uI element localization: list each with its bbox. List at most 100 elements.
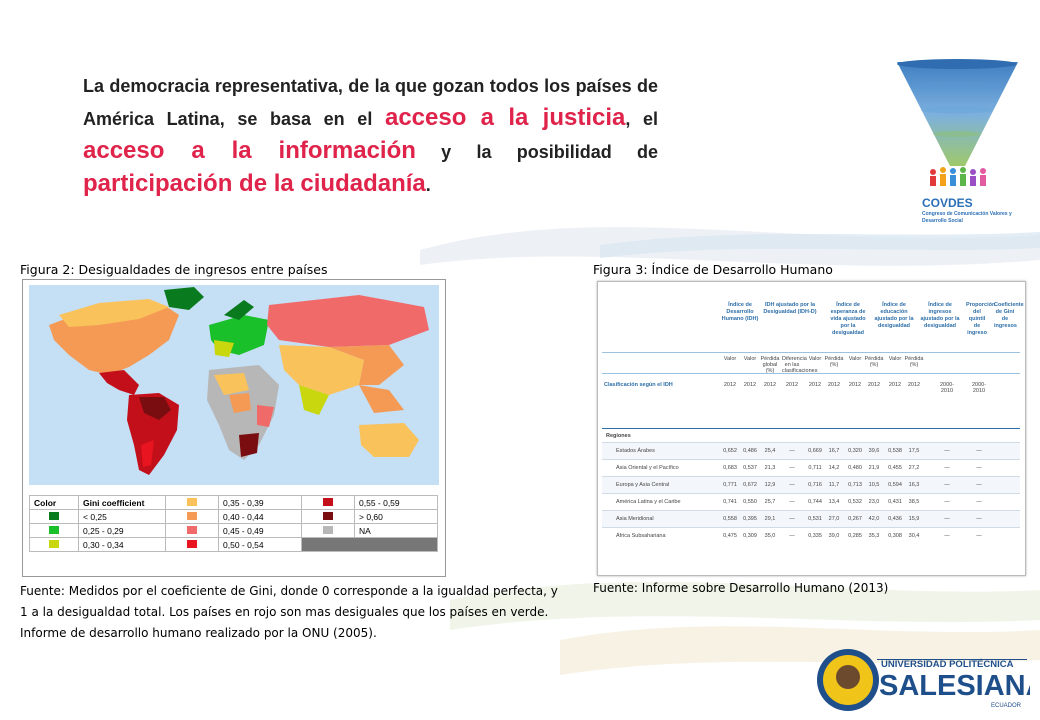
idh-subheader-5: Pérdida (%)	[824, 356, 844, 368]
idh-cell: —	[789, 465, 795, 471]
legend-swatch-4	[187, 511, 197, 520]
idh-cell: —	[789, 516, 795, 522]
legend-range-2: 0,30 - 0,34	[78, 537, 166, 552]
idh-year-0: 2012	[723, 382, 737, 388]
map-ocean	[29, 285, 439, 485]
gini-legend: Color Gini coefficient 0,35 - 0,39 0,55 …	[23, 495, 445, 576]
idh-row-name: África Subsahariana	[616, 533, 666, 539]
idh-cell: 0,320	[848, 448, 862, 454]
covdes-name: COVDES	[922, 196, 973, 210]
legend-swatch-8	[323, 511, 333, 520]
idh-cell: —	[976, 482, 982, 488]
idh-cell: 39,6	[868, 448, 880, 454]
idh-cell: 0,436	[888, 516, 902, 522]
idh-year-6: 2012	[848, 382, 862, 388]
idh-header-0: Índice de Desarrollo Humano (IDH)	[721, 302, 759, 322]
idh-subheader-0: Valor	[723, 356, 737, 362]
idh-row: África Subsahariana 0,475 0,309 35,0 — 0,335 3…	[602, 527, 1020, 544]
idh-cell: 0,531	[808, 516, 822, 522]
idh-subheader-2: Pérdida global (%)	[760, 356, 780, 374]
idh-cell: 0,716	[808, 482, 822, 488]
legend-range-1: 0,25 - 0,29	[78, 523, 166, 538]
idh-cell: —	[944, 465, 950, 471]
idh-cell: 21,3	[764, 465, 776, 471]
idh-row-name: Asia Meridional	[616, 516, 654, 522]
idh-year-4: 2012	[808, 382, 822, 388]
idh-year-7: 2012	[867, 382, 881, 388]
legend-swatch-9	[323, 525, 333, 534]
idh-subheader-1: Valor	[743, 356, 757, 362]
legend-header-color: Color	[29, 495, 79, 510]
ups-logo: UNIVERSIDAD POLITÉCNICA SALESIANA ECUADO…	[817, 649, 1030, 711]
idh-year-5: 2012	[827, 382, 841, 388]
idh-cell: 0,771	[723, 482, 737, 488]
intro-text-4: .	[425, 175, 431, 195]
idh-cell: 0,713	[848, 482, 862, 488]
idh-cell: —	[976, 465, 982, 471]
idh-cell: 21,9	[868, 465, 880, 471]
idh-cell: —	[976, 448, 982, 454]
legend-blank-cell	[301, 537, 438, 552]
idh-cell: —	[789, 533, 795, 539]
idh-cell: 27,0	[828, 516, 840, 522]
legend-range-3: 0,35 - 0,39	[218, 495, 302, 510]
idh-cell: 15,9	[908, 516, 920, 522]
idh-cell: 0,308	[888, 533, 902, 539]
figure3-title: Figura 3: Índice de Desarrollo Humano	[593, 262, 833, 277]
idh-cell: 12,9	[764, 482, 776, 488]
legend-range-8: > 0,60	[354, 509, 438, 524]
idh-cell: —	[944, 499, 950, 505]
legend-swatch-6	[187, 539, 197, 548]
idh-table-image: Índice de Desarrollo Humano (IDH) IDH aju…	[597, 281, 1026, 576]
idh-cell: 0,309	[743, 533, 757, 539]
legend-range-6: 0,50 - 0,54	[218, 537, 302, 552]
idh-cell: —	[944, 533, 950, 539]
idh-cell: 23,0	[868, 499, 880, 505]
figure2-source: Fuente: Medidos por el coeficiente de Gi…	[20, 584, 558, 640]
idh-cell: —	[976, 516, 982, 522]
idh-rows: Estados Árabes 0,652 0,486 25,4 — 0,669 16,7 0,…	[602, 442, 1020, 544]
legend-range-0: < 0,25	[78, 509, 166, 524]
idh-cell: 10,5	[868, 482, 880, 488]
idh-cell: 0,711	[808, 465, 822, 471]
idh-header-4: Índice de ingresos ajustado por la desig…	[920, 302, 960, 329]
idh-years-row: Clasificación según el IDH 2012 2012 2012 2…	[602, 373, 1020, 398]
idh-cell: 13,4	[828, 499, 840, 505]
world-gini-map: Color Gini coefficient 0,35 - 0,39 0,55 …	[22, 279, 446, 577]
idh-row-name: Estados Árabes	[616, 448, 655, 454]
idh-cell: 0,285	[848, 533, 862, 539]
idh-cell: 0,395	[743, 516, 757, 522]
idh-header-5: Proporción del quintil de ingreso	[966, 302, 996, 336]
gini-legend-table: Color Gini coefficient 0,35 - 0,39 0,55 …	[29, 495, 438, 552]
figure2-title: Figura 2: Desigualdades de ingresos entr…	[20, 262, 328, 277]
idh-row-name: América Latina y el Caribe	[616, 499, 681, 505]
idh-cell: —	[944, 482, 950, 488]
idh-subheader-7: Pérdida (%)	[864, 356, 884, 368]
idh-cell: 16,3	[908, 482, 920, 488]
idh-cell: 14,2	[828, 465, 840, 471]
idh-cell: 0,672	[743, 482, 757, 488]
idh-cell: 0,532	[848, 499, 862, 505]
idh-header-row: Índice de Desarrollo Humano (IDH) IDH aju…	[602, 292, 1024, 352]
idh-header-3: Índice de educación ajustado por la desi…	[874, 302, 914, 329]
idh-cell: 17,5	[908, 448, 920, 454]
highlight-information: acceso a la información	[83, 137, 416, 164]
figure3-source: Fuente: Informe sobre Desarrollo Humano …	[593, 581, 889, 595]
covdes-funnel-logo	[897, 59, 1018, 186]
idh-table: Índice de Desarrollo Humano (IDH) IDH aju…	[602, 292, 1024, 544]
idh-cell: —	[976, 499, 982, 505]
intro-text-3: y la posibilidad de	[415, 142, 658, 162]
idh-year-1: 2012	[743, 382, 757, 388]
idh-header-1: IDH ajustado por la Desigualdad (IDH-D)	[763, 302, 817, 315]
legend-swatch-3	[187, 497, 197, 506]
idh-header-6: Coeficiente de Gini de ingresos	[994, 302, 1024, 329]
idh-cell: 0,267	[848, 516, 862, 522]
idh-cell: 0,480	[848, 465, 862, 471]
idh-row-name: Europa y Asia Central	[616, 482, 670, 488]
idh-cell: —	[789, 482, 795, 488]
idh-cell: —	[944, 516, 950, 522]
idh-cell: —	[944, 448, 950, 454]
idh-cell: 25,4	[764, 448, 776, 454]
idh-cell: 0,475	[723, 533, 737, 539]
